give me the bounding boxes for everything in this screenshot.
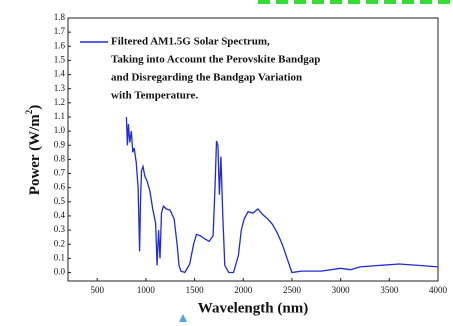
y-tick-label: 0.5: [54, 196, 66, 206]
legend-text: with Temperature.: [111, 90, 198, 102]
y-tick-label: 1.6: [54, 40, 66, 50]
y-title-sup: 2: [24, 109, 34, 114]
y-tick-label: 0.2: [54, 238, 65, 248]
x-tick-label: 1000: [137, 285, 156, 295]
cursor-marker: [179, 314, 187, 322]
y-tick-label: 1.5: [54, 54, 66, 64]
legend-text: Taking into Account the Perovskite Bandg…: [111, 54, 320, 66]
y-tick-label: 1.7: [54, 26, 66, 36]
y-axis-title: Power (W/m2): [24, 105, 43, 195]
plot-frame: [67, 17, 439, 282]
y-title-end: ): [27, 105, 43, 110]
x-tick-label: 500: [90, 285, 104, 295]
y-tick-label: 0.4: [54, 210, 66, 220]
y-tick-label: 0.7: [54, 168, 66, 178]
spectrum-line: [125, 116, 439, 274]
y-tick-label: 1.2: [54, 97, 65, 107]
y-tick-label: 0.1: [54, 252, 65, 262]
x-tick-label: 2500: [283, 285, 302, 295]
x-tick-label: 2000: [234, 285, 253, 295]
y-tick-label: 0.3: [54, 224, 66, 234]
y-tick-label: 0.9: [54, 139, 66, 149]
legend-text: and Disregarding the Bandgap Variation: [111, 72, 302, 84]
highlight-box: [258, 0, 450, 10]
y-tick-label: 0.6: [54, 182, 66, 192]
x-tick-label: 1500: [186, 285, 205, 295]
y-tick-label: 1.4: [54, 69, 66, 79]
x-tick-label: 3500: [380, 285, 399, 295]
y-tick-label: 0.8: [54, 153, 66, 163]
y-tick-label: 1.3: [54, 83, 66, 93]
x-tick-label: 4000: [429, 285, 448, 295]
legend-text: Filtered AM1.5G Solar Spectrum,: [111, 36, 270, 48]
y-tick-label: 0.0: [54, 267, 66, 277]
y-tick-label: 1.0: [54, 125, 66, 135]
y-title-text: Power (W/m: [27, 114, 43, 195]
y-tick-label: 1.8: [54, 12, 66, 22]
x-axis-title: Wavelength (nm): [198, 300, 308, 316]
y-tick-label: 1.1: [54, 111, 65, 121]
x-tick-label: 3000: [332, 285, 351, 295]
